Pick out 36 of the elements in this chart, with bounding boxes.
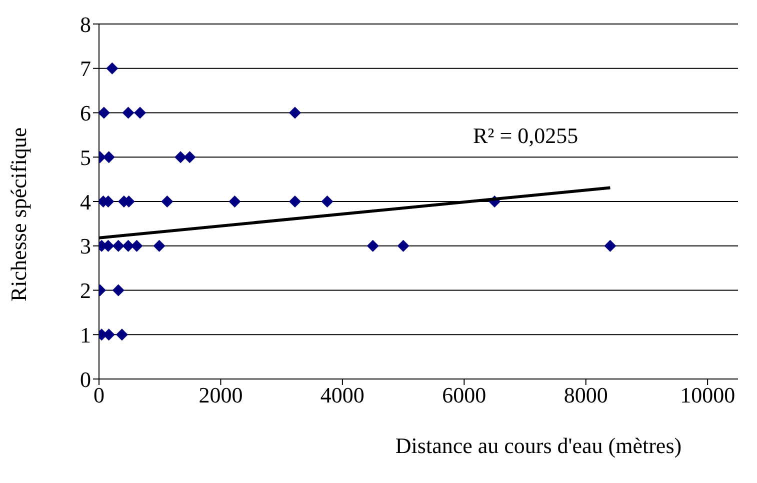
x-tick-label: 10000 (680, 382, 736, 408)
y-tick-label: 1 (80, 322, 91, 348)
y-axis-title: Richesse spécifique (6, 127, 31, 302)
point (122, 106, 134, 119)
point (153, 240, 166, 252)
point (288, 106, 301, 119)
x-tick-label: 4000 (320, 382, 364, 408)
x-tick-label: 2000 (198, 382, 243, 408)
point (134, 106, 146, 119)
y-tick-label: 2 (80, 278, 91, 304)
point (288, 196, 301, 208)
point (161, 196, 174, 208)
point (112, 240, 124, 252)
y-tick-label: 5 (80, 144, 91, 170)
point (174, 151, 187, 164)
y-tick-label: 4 (80, 189, 91, 214)
y-tick-label: 7 (80, 56, 91, 82)
y-tick-label: 8 (80, 12, 91, 37)
x-axis-title: Distance au cours d'eau (mètres) (395, 433, 682, 458)
point (366, 240, 379, 252)
point (184, 151, 196, 164)
point (397, 240, 410, 252)
x-tick-label: 8000 (564, 382, 608, 408)
point (106, 62, 118, 74)
point (321, 196, 334, 208)
point (604, 240, 616, 252)
point (112, 284, 124, 296)
y-tick-label: 0 (80, 366, 91, 392)
point (99, 106, 110, 119)
annotation: R² = 0,0255 (473, 123, 578, 149)
point (102, 151, 115, 164)
point (116, 328, 128, 341)
y-tick-label: 3 (80, 234, 91, 259)
point (228, 196, 241, 208)
x-tick-label: 6000 (442, 382, 486, 408)
y-tick-label: 6 (80, 100, 91, 126)
